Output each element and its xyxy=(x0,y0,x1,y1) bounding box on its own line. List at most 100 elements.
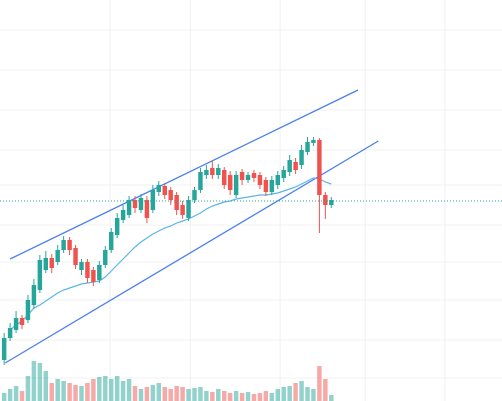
candle-body xyxy=(31,285,37,305)
volume-bar xyxy=(150,385,156,401)
candle-body xyxy=(293,162,298,170)
volume-bar xyxy=(227,393,233,401)
candle-body xyxy=(305,142,310,152)
candle-body xyxy=(239,172,245,180)
candle-body xyxy=(49,258,54,268)
candle-body xyxy=(25,300,31,320)
volume-bar xyxy=(103,376,108,401)
volume-bar xyxy=(37,363,43,401)
volume-bar xyxy=(329,395,334,401)
candle-body xyxy=(43,258,49,270)
volume-bar xyxy=(97,377,102,401)
volume-bar xyxy=(91,379,96,401)
candle-body xyxy=(287,160,292,172)
candle-body xyxy=(37,260,43,290)
volume-bar xyxy=(1,393,7,401)
candle-body xyxy=(299,150,304,165)
volume-bar xyxy=(239,393,245,401)
candle-body xyxy=(323,195,328,205)
volume-bar xyxy=(204,391,209,401)
volume-bar xyxy=(79,386,84,401)
candle-body xyxy=(126,200,132,215)
candle-body xyxy=(13,318,19,330)
volume-bar xyxy=(19,391,25,401)
candle-body xyxy=(210,168,215,175)
candle-body xyxy=(275,175,280,185)
volume-bar xyxy=(138,389,144,401)
trendline xyxy=(9,89,359,260)
volume-bar xyxy=(233,391,239,401)
volume-bar xyxy=(186,389,191,401)
candle-body xyxy=(19,318,25,325)
volume-bar xyxy=(263,391,269,401)
volume-bar xyxy=(120,381,126,401)
volume-bar xyxy=(245,392,251,401)
candle-body xyxy=(281,170,286,178)
volume-bar xyxy=(257,393,263,401)
volume-bar xyxy=(168,389,173,401)
candle-body xyxy=(257,175,263,185)
candle-body xyxy=(61,240,66,250)
volume-bar xyxy=(73,385,78,401)
candle-body xyxy=(85,262,90,278)
volume-bar xyxy=(287,386,292,401)
volume-bar xyxy=(162,387,167,401)
candle-body xyxy=(67,240,72,250)
volume-bar xyxy=(269,393,275,401)
candle-body xyxy=(227,175,233,190)
candle-body xyxy=(204,170,209,175)
candle-body xyxy=(132,200,138,208)
candle-body xyxy=(114,218,120,235)
volume-bar xyxy=(114,376,120,401)
volume-bar xyxy=(311,389,316,401)
volume-bar xyxy=(275,389,280,401)
candle-body xyxy=(168,190,173,200)
volume-bar xyxy=(25,376,31,401)
candle-body xyxy=(162,186,167,195)
candle-body xyxy=(73,248,78,265)
volume-bar xyxy=(7,389,13,401)
candle-body xyxy=(55,250,60,262)
volume-bar xyxy=(293,383,298,401)
candle-body xyxy=(317,140,322,195)
candle-body xyxy=(251,173,257,178)
volume-bar xyxy=(61,381,66,401)
candle-body xyxy=(156,185,162,192)
candle-body xyxy=(120,210,126,220)
candle-body xyxy=(329,200,334,205)
candle-body xyxy=(144,200,150,218)
candle-body xyxy=(222,170,227,185)
trendline xyxy=(4,140,379,364)
candle-body xyxy=(180,205,185,215)
candle-body xyxy=(108,232,114,250)
volume-bar xyxy=(317,366,322,401)
candle-body xyxy=(263,180,269,192)
candle-body xyxy=(150,190,156,210)
candle-body xyxy=(97,265,102,280)
volume-bar xyxy=(132,386,138,401)
volume-bar xyxy=(67,383,72,401)
volume-bar xyxy=(31,361,37,401)
volume-bar xyxy=(55,379,60,401)
volume-bar xyxy=(174,386,179,401)
candle-body xyxy=(1,338,7,360)
volume-bar xyxy=(323,379,328,401)
candle-body xyxy=(269,180,275,192)
candle-body xyxy=(79,262,84,270)
candle-body xyxy=(7,328,13,338)
volume-bar xyxy=(192,388,197,401)
volume-bar xyxy=(299,381,304,401)
volume-bar xyxy=(281,387,286,401)
volume-bar xyxy=(305,387,310,401)
candle-body xyxy=(91,270,96,282)
volume-bar xyxy=(222,391,227,401)
candle-body xyxy=(216,168,221,175)
volume-bar xyxy=(126,379,132,401)
volume-bar xyxy=(49,383,54,401)
volume-bar xyxy=(13,386,19,401)
candle-body xyxy=(192,190,197,200)
volume-bar xyxy=(108,379,114,401)
candle-body xyxy=(186,200,191,218)
